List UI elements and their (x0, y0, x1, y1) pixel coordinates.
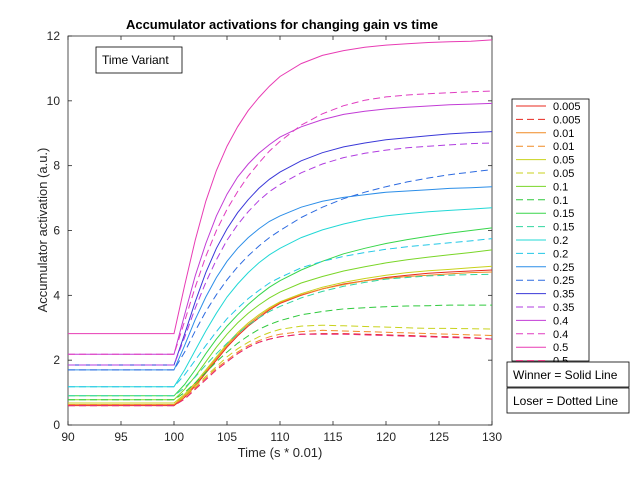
legend-entry: 0.1 (553, 181, 568, 193)
series-line-11 (68, 238, 493, 388)
note-winner: Winner = Solid Line (506, 361, 630, 388)
legend-entry: 0.05 (553, 155, 574, 167)
series-line-4 (68, 265, 493, 404)
legend-entry: 0.25 (553, 275, 574, 287)
legend-entry: 0.005 (553, 114, 581, 126)
x-tick-label: 130 (482, 430, 502, 444)
axes: 90 95 100 105 110 115 120 125 130 0 2 4 6 8 10 12 (47, 29, 503, 444)
annotation-text: Time Variant (102, 53, 169, 67)
legend-entry: 0.5 (553, 342, 568, 354)
legend-entry: 0.005 (553, 101, 581, 113)
x-tick-label: 95 (114, 430, 128, 444)
series-line-13 (68, 169, 493, 371)
y-tick-label: 10 (47, 94, 61, 108)
legend: 0.0050.0050.010.010.050.050.10.10.150.15… (511, 98, 590, 368)
series-line-18 (68, 39, 493, 335)
x-tick-label: 125 (429, 430, 449, 444)
series-line-16 (68, 102, 493, 355)
legend-entry: 0.4 (553, 315, 568, 327)
plot-area (67, 35, 493, 426)
x-tick-label: 100 (164, 430, 184, 444)
series-line-15 (68, 142, 493, 366)
y-tick-label: 6 (53, 224, 60, 238)
legend-entry: 0.15 (553, 208, 574, 220)
x-tick-label: 105 (217, 430, 237, 444)
legend-entry: 0.1 (553, 195, 568, 207)
legend-entry: 0.25 (553, 262, 574, 274)
annotation-box: Time Variant (95, 46, 183, 74)
series-line-0 (68, 269, 493, 407)
series-line-17 (68, 90, 493, 355)
note-winner-text: Winner = Solid Line (513, 368, 618, 382)
chart-title: Accumulator activations for changing gai… (126, 17, 438, 32)
y-tick-label: 2 (53, 353, 60, 367)
note-loser-text: Loser = Dotted Line (513, 394, 618, 408)
y-tick-label: 0 (53, 418, 60, 432)
x-tick-label: 120 (376, 430, 396, 444)
series-line-14 (68, 131, 493, 366)
x-tick-label: 110 (270, 430, 289, 444)
series-line-10 (68, 207, 493, 388)
series-line-8 (68, 227, 493, 397)
legend-entry: 0.2 (553, 248, 568, 260)
x-tick-label: 115 (323, 430, 342, 444)
series-layer (68, 39, 493, 407)
legend-entry: 0.15 (553, 222, 574, 234)
legend-entry: 0.4 (553, 329, 568, 341)
series-line-12 (68, 186, 493, 371)
legend-entry: 0.01 (553, 128, 574, 140)
series-line-7 (68, 304, 492, 401)
y-tick-label: 8 (53, 159, 60, 173)
legend-entry: 0.05 (553, 168, 574, 180)
series-line-2 (68, 271, 493, 406)
legend-entry: 0.35 (553, 289, 574, 301)
y-tick-label: 12 (47, 29, 61, 43)
x-axis-label: Time (s * 0.01) (238, 445, 323, 460)
x-tick-label: 90 (61, 430, 75, 444)
series-line-9 (68, 273, 493, 397)
legend-entry: 0.35 (553, 302, 574, 314)
note-loser: Loser = Dotted Line (506, 387, 630, 414)
y-axis-label: Accumulator activation (a.u.) (35, 148, 50, 313)
y-tick-label: 4 (53, 288, 60, 302)
legend-entry: 0.2 (553, 235, 568, 247)
series-line-6 (68, 249, 493, 401)
legend-entry: 0.01 (553, 141, 574, 153)
series-line-5 (68, 324, 493, 404)
